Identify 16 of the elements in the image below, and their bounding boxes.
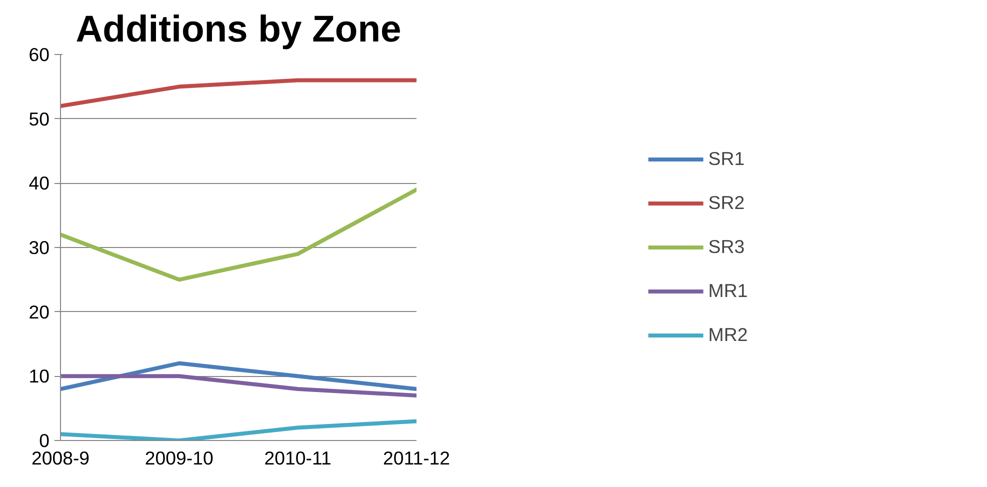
y-tick-label: 40 [28,172,50,194]
y-tick-label: 60 [28,44,50,65]
legend-label: SR2 [708,192,745,214]
x-tick-label: 2011-12 [382,448,450,468]
y-tick-label: 50 [28,108,50,130]
legend-label: MR2 [708,324,748,346]
y-tick-label: 30 [28,237,50,258]
legend-label: MR1 [708,280,748,302]
legend-label: SR1 [708,148,745,170]
x-tick-label: 2009-10 [144,448,214,468]
chart-title: Additions by Zone [76,8,402,50]
line-series [60,188,416,282]
y-tick-label: 10 [28,366,50,387]
x-tick-label: 2010-11 [264,448,332,468]
legend-label: SR3 [708,236,745,258]
y-tick-label: 20 [28,301,50,322]
